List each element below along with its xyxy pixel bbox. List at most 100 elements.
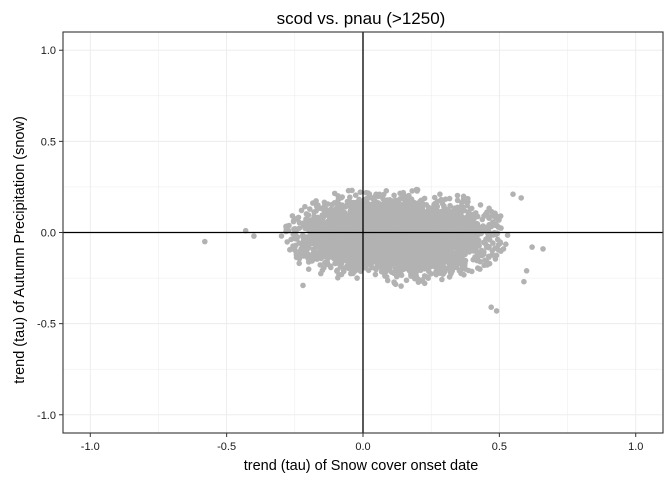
data-point <box>366 208 373 214</box>
data-point <box>439 251 445 258</box>
data-point <box>341 247 347 253</box>
data-point <box>304 225 310 232</box>
data-point <box>305 266 312 273</box>
data-point <box>440 218 446 224</box>
data-point <box>433 243 439 250</box>
data-point <box>367 246 374 252</box>
data-point <box>455 259 461 265</box>
data-point <box>419 227 425 233</box>
data-point <box>470 256 477 263</box>
data-point <box>332 206 339 212</box>
data-point <box>466 212 472 219</box>
data-point <box>443 265 449 272</box>
data-point <box>402 262 408 269</box>
data-point <box>313 198 319 204</box>
data-point <box>441 204 447 211</box>
data-point <box>383 268 390 275</box>
data-point <box>296 260 303 267</box>
data-point <box>429 252 436 258</box>
data-point <box>442 196 449 202</box>
data-point <box>494 214 501 220</box>
data-point <box>288 236 294 243</box>
data-point <box>485 234 491 241</box>
data-point <box>412 228 418 235</box>
data-point <box>423 209 430 215</box>
data-point <box>309 217 315 224</box>
data-point <box>414 200 420 207</box>
data-point <box>352 248 359 255</box>
data-point <box>437 191 443 197</box>
data-point <box>391 192 397 199</box>
data-point <box>381 252 388 258</box>
data-point <box>320 236 327 243</box>
data-point <box>504 232 511 238</box>
data-point <box>443 246 450 253</box>
data-point <box>503 241 509 247</box>
data-point <box>338 195 345 201</box>
data-point <box>388 224 394 230</box>
data-point <box>457 233 464 239</box>
data-point <box>397 270 404 277</box>
data-point <box>481 239 488 246</box>
data-point <box>378 224 384 230</box>
data-point <box>462 221 468 228</box>
data-point <box>432 223 439 229</box>
data-point <box>415 276 421 282</box>
data-point <box>373 254 380 260</box>
data-point <box>375 231 382 237</box>
data-point <box>366 215 373 221</box>
data-point <box>448 240 455 247</box>
data-point <box>328 207 334 214</box>
data-point <box>319 267 326 274</box>
data-point <box>495 224 502 230</box>
data-point <box>414 188 420 194</box>
data-point <box>465 217 471 223</box>
data-point <box>454 192 461 199</box>
data-point <box>398 220 404 227</box>
data-point <box>470 235 477 241</box>
data-point <box>500 246 507 252</box>
data-point <box>388 269 395 276</box>
data-point <box>293 254 300 261</box>
data-point <box>374 245 380 251</box>
data-point <box>446 232 452 238</box>
data-point <box>468 205 475 212</box>
data-point <box>454 249 461 255</box>
data-point <box>408 273 414 280</box>
data-point <box>350 254 357 260</box>
data-point <box>425 243 432 250</box>
data-point <box>482 257 488 264</box>
data-point <box>486 205 492 212</box>
data-point <box>396 214 402 221</box>
data-point <box>473 210 479 216</box>
data-point <box>357 189 364 195</box>
data-point <box>382 217 389 223</box>
data-point <box>409 259 416 266</box>
data-point <box>447 213 454 220</box>
data-point <box>497 240 504 246</box>
data-point <box>404 196 410 202</box>
data-point <box>368 251 375 258</box>
data-point <box>438 196 445 203</box>
data-point <box>459 253 466 259</box>
data-point <box>433 238 440 244</box>
data-point <box>376 191 383 198</box>
data-point <box>313 253 320 260</box>
data-point <box>317 205 323 212</box>
data-point <box>332 254 338 260</box>
data-point <box>452 236 459 242</box>
data-point <box>356 196 362 203</box>
data-point <box>414 263 420 269</box>
data-point <box>424 226 431 233</box>
data-point <box>300 237 307 244</box>
data-point <box>329 201 335 208</box>
data-points <box>202 186 546 314</box>
data-point <box>315 214 321 221</box>
data-point <box>425 275 432 282</box>
data-point <box>465 195 471 202</box>
data-point <box>390 198 397 204</box>
data-point <box>371 197 377 204</box>
data-point <box>443 212 449 218</box>
data-point <box>305 259 312 265</box>
data-point <box>383 274 390 280</box>
